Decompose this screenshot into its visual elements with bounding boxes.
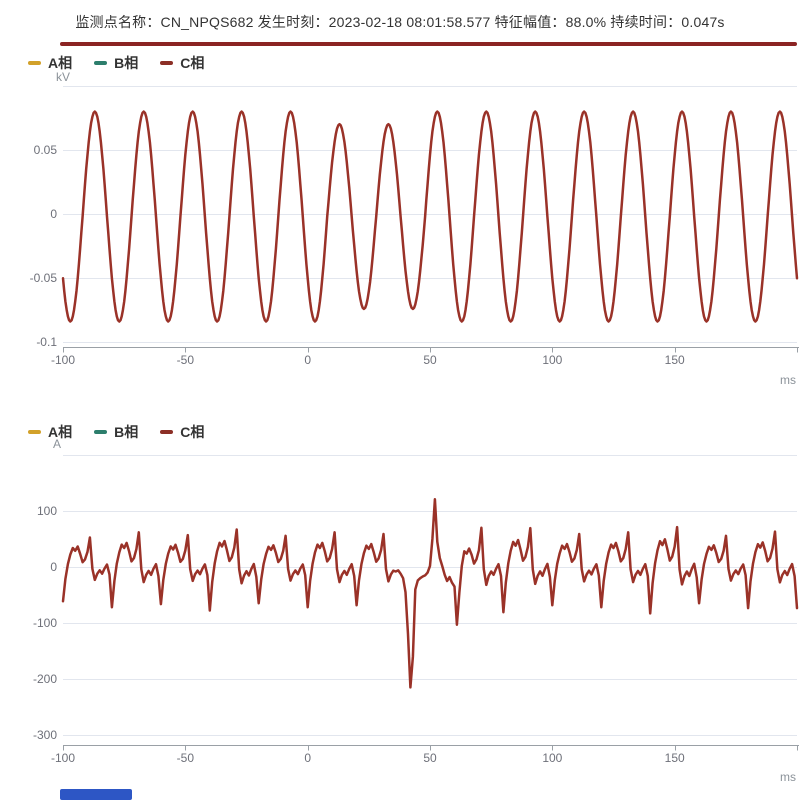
y-tick-label: -200 (33, 672, 57, 686)
legend-line-icon-c-phase (160, 61, 174, 65)
y-tick-label: -100 (33, 616, 57, 630)
y-tick-label: -300 (33, 728, 57, 742)
legend-item-c-phase[interactable]: C相 (160, 425, 204, 439)
x-tick-label: 100 (542, 751, 562, 765)
current-waveform-chart[interactable]: 100 0 -100 -200 -300 -100 -50 0 50 100 150 (0, 400, 800, 800)
y-tick-label: 0 (50, 560, 57, 574)
voltage-waveform-chart[interactable]: 0.05 0 -0.05 -0.1 -100 -50 0 50 100 150 (0, 0, 800, 400)
x-tick-label: 50 (423, 353, 437, 367)
current-y-axis-unit: A (53, 437, 62, 451)
voltage-y-axis-unit: kV (56, 70, 71, 84)
y-tick-label: -0.05 (30, 271, 58, 285)
legend-item-a-phase[interactable]: A相 (28, 425, 72, 439)
x-tick-label: 100 (542, 353, 562, 367)
series-line-c-phase (61, 110, 799, 323)
legend-line-icon-c-phase (160, 430, 174, 434)
x-tick-label: 50 (423, 751, 437, 765)
x-tick-label: 150 (665, 751, 685, 765)
y-tick-label: 0 (50, 207, 57, 221)
legend-item-b-phase[interactable]: B相 (94, 56, 138, 70)
x-tick-label: 0 (304, 353, 311, 367)
legend-line-icon-a-phase (28, 61, 41, 65)
legend-line-icon-a-phase (28, 430, 41, 434)
legend-item-b-phase[interactable]: B相 (94, 425, 138, 439)
y-tick-label: 100 (37, 504, 57, 518)
legend-label-b-phase: B相 (114, 424, 139, 440)
voltage-x-axis-unit: ms (780, 373, 796, 387)
series-line-c-phase (61, 497, 799, 689)
legend-label-c-phase: C相 (180, 424, 205, 440)
x-tick-label: -100 (51, 353, 75, 367)
legend-item-a-phase[interactable]: A相 (28, 56, 72, 70)
x-tick-label: -50 (177, 353, 195, 367)
legend-line-icon-b-phase (94, 430, 108, 434)
y-tick-label: -0.1 (36, 335, 57, 349)
legend-line-icon-b-phase (94, 61, 108, 65)
x-tick-label: -50 (177, 751, 195, 765)
current-chart-legend: A相 B相 C相 (28, 424, 204, 440)
stray-blue-line-fragment (60, 789, 132, 800)
x-tick-label: -100 (51, 751, 75, 765)
page-title: 监测点名称：CN_NPQS682 发生时刻：2023-02-18 08:01:5… (75, 14, 725, 30)
stray-red-line-fragment (60, 42, 797, 46)
voltage-chart-legend: A相 B相 C相 (28, 55, 204, 71)
x-tick-label: 0 (304, 751, 311, 765)
legend-label-a-phase: A相 (48, 55, 73, 71)
x-tick-label: 150 (665, 353, 685, 367)
current-x-axis-unit: ms (780, 770, 796, 784)
legend-label-b-phase: B相 (114, 55, 139, 71)
legend-label-c-phase: C相 (180, 55, 205, 71)
y-tick-label: 0.05 (34, 143, 58, 157)
legend-item-c-phase[interactable]: C相 (160, 56, 204, 70)
legend-label-a-phase: A相 (48, 424, 73, 440)
